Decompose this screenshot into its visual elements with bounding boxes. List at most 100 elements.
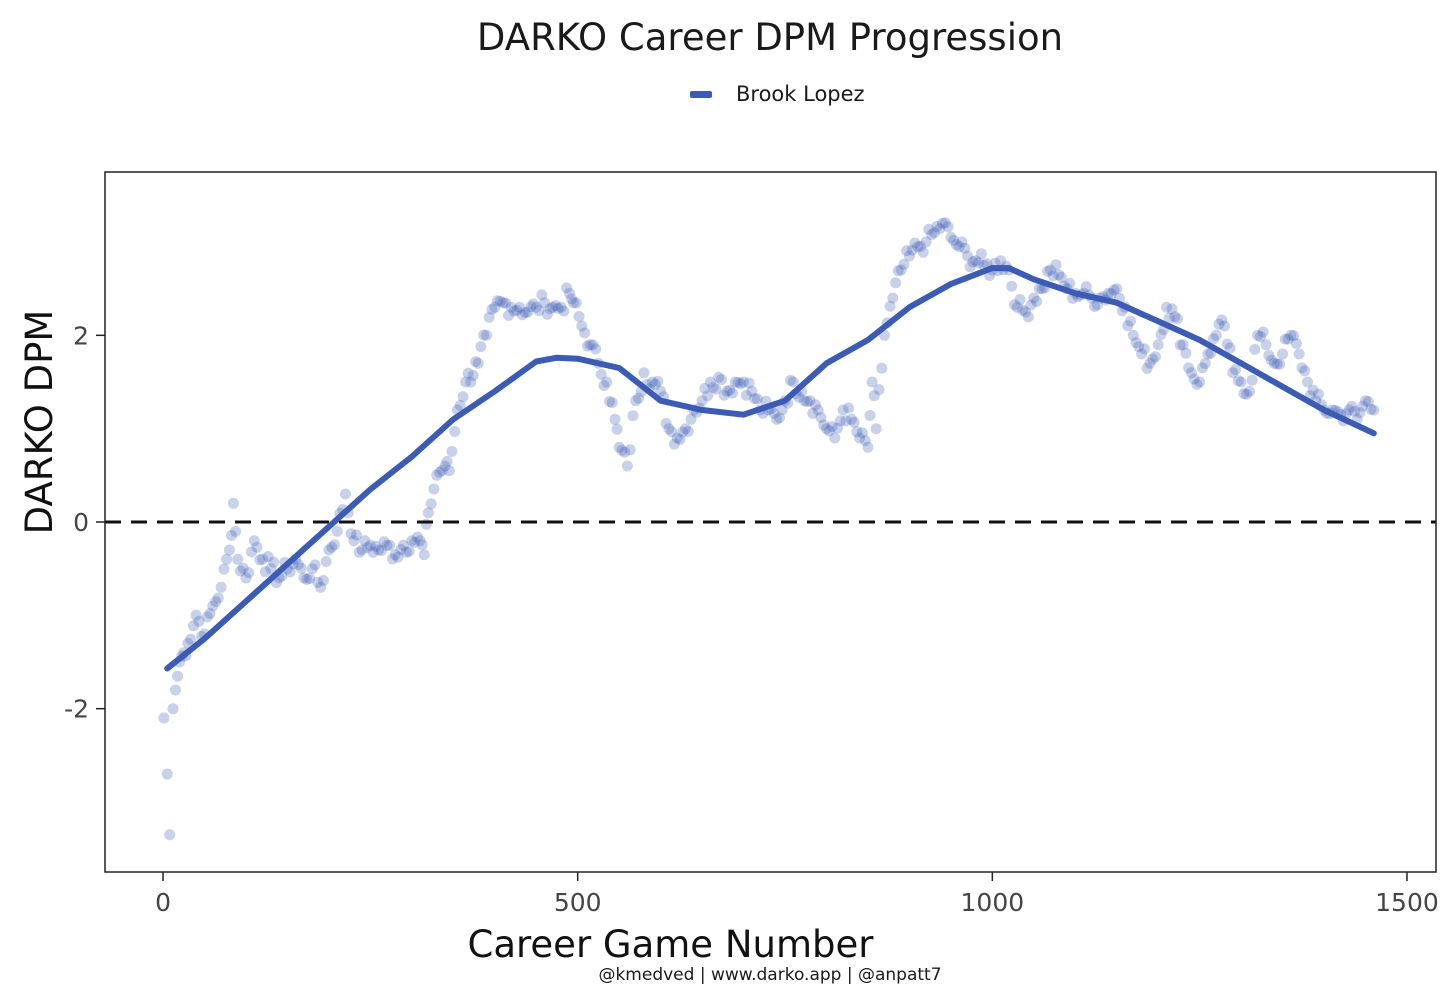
data-point: [845, 413, 857, 425]
data-point: [1219, 320, 1230, 332]
data-point: [232, 553, 244, 565]
data-point: [384, 539, 396, 551]
data-point: [158, 712, 170, 724]
data-point: [1163, 312, 1175, 324]
data-point: [649, 378, 661, 390]
legend-label: Brook Lopez: [736, 82, 865, 106]
data-point: [1188, 373, 1200, 385]
data-point: [864, 410, 876, 421]
data-point: [467, 370, 479, 381]
data-point: [1050, 259, 1062, 271]
points-layer: [158, 217, 1380, 841]
data-point: [1161, 301, 1172, 313]
data-point: [633, 392, 644, 404]
data-point: [727, 387, 738, 399]
data-point: [237, 562, 249, 574]
data-point: [1047, 270, 1059, 282]
data-point: [395, 544, 407, 555]
data-point: [1105, 288, 1117, 300]
data-point: [362, 542, 374, 553]
data-point: [547, 301, 559, 313]
data-point: [483, 311, 495, 323]
data-point: [356, 544, 368, 556]
data-point: [821, 423, 832, 435]
data-point: [1221, 338, 1233, 350]
data-point: [873, 384, 885, 396]
data-point: [837, 404, 849, 416]
data-point: [621, 460, 633, 472]
data-point: [489, 301, 501, 313]
data-point: [959, 242, 971, 254]
data-point: [411, 531, 423, 543]
data-point: [1055, 271, 1067, 283]
data-point: [1080, 281, 1092, 293]
data-point: [1346, 400, 1358, 412]
data-point: [1307, 384, 1319, 396]
data-point: [1091, 299, 1103, 311]
data-point: [223, 544, 235, 556]
data-point: [465, 376, 477, 388]
data-point: [843, 402, 855, 414]
data-point: [1260, 339, 1272, 351]
data-point: [446, 446, 458, 457]
data-point: [646, 376, 658, 388]
data-point: [787, 376, 799, 388]
data-point: [425, 498, 437, 510]
data-point: [1130, 337, 1142, 348]
data-point: [677, 426, 689, 438]
data-point: [326, 541, 338, 553]
data-point: [1042, 265, 1054, 277]
data-point: [373, 544, 385, 556]
data-point: [1274, 358, 1286, 370]
data-point: [579, 327, 591, 339]
data-point: [351, 529, 362, 541]
data-point: [561, 282, 573, 294]
data-point: [312, 576, 324, 588]
data-point: [1006, 280, 1018, 292]
data-point: [262, 551, 274, 562]
data-point: [1172, 313, 1183, 325]
data-point: [627, 410, 639, 422]
data-point: [774, 412, 785, 424]
data-point: [920, 236, 932, 248]
data-point: [370, 540, 382, 552]
data-point: [367, 546, 379, 558]
data-point: [492, 295, 503, 307]
data-point: [550, 300, 562, 312]
data-point: [1196, 362, 1208, 374]
data-point: [420, 518, 432, 530]
data-point: [743, 377, 755, 389]
data-point: [718, 389, 730, 401]
data-point: [1149, 351, 1161, 363]
data-point: [876, 362, 888, 374]
data-point: [1136, 348, 1148, 360]
data-point: [403, 546, 415, 557]
data-point: [500, 297, 512, 309]
data-point: [680, 423, 691, 435]
data-point: [798, 395, 810, 407]
data-point: [890, 277, 902, 289]
data-point: [481, 329, 492, 341]
data-point: [735, 378, 747, 390]
data-point: [323, 544, 335, 556]
data-point: [854, 432, 866, 444]
data-point: [870, 423, 882, 435]
data-point: [1125, 315, 1136, 327]
data-point: [975, 248, 987, 260]
data-point: [740, 389, 752, 401]
data-point: [172, 670, 184, 682]
data-point: [945, 231, 957, 243]
data-point: [1169, 311, 1181, 323]
data-point: [862, 441, 874, 453]
data-point: [1255, 331, 1266, 343]
data-point: [1199, 358, 1211, 369]
data-point: [301, 573, 313, 585]
data-point: [519, 307, 531, 319]
data-point: [668, 438, 680, 450]
data-point: [931, 220, 943, 232]
data-point: [995, 255, 1007, 267]
data-point: [257, 553, 269, 565]
data-point: [1111, 283, 1123, 295]
data-point: [284, 566, 296, 578]
